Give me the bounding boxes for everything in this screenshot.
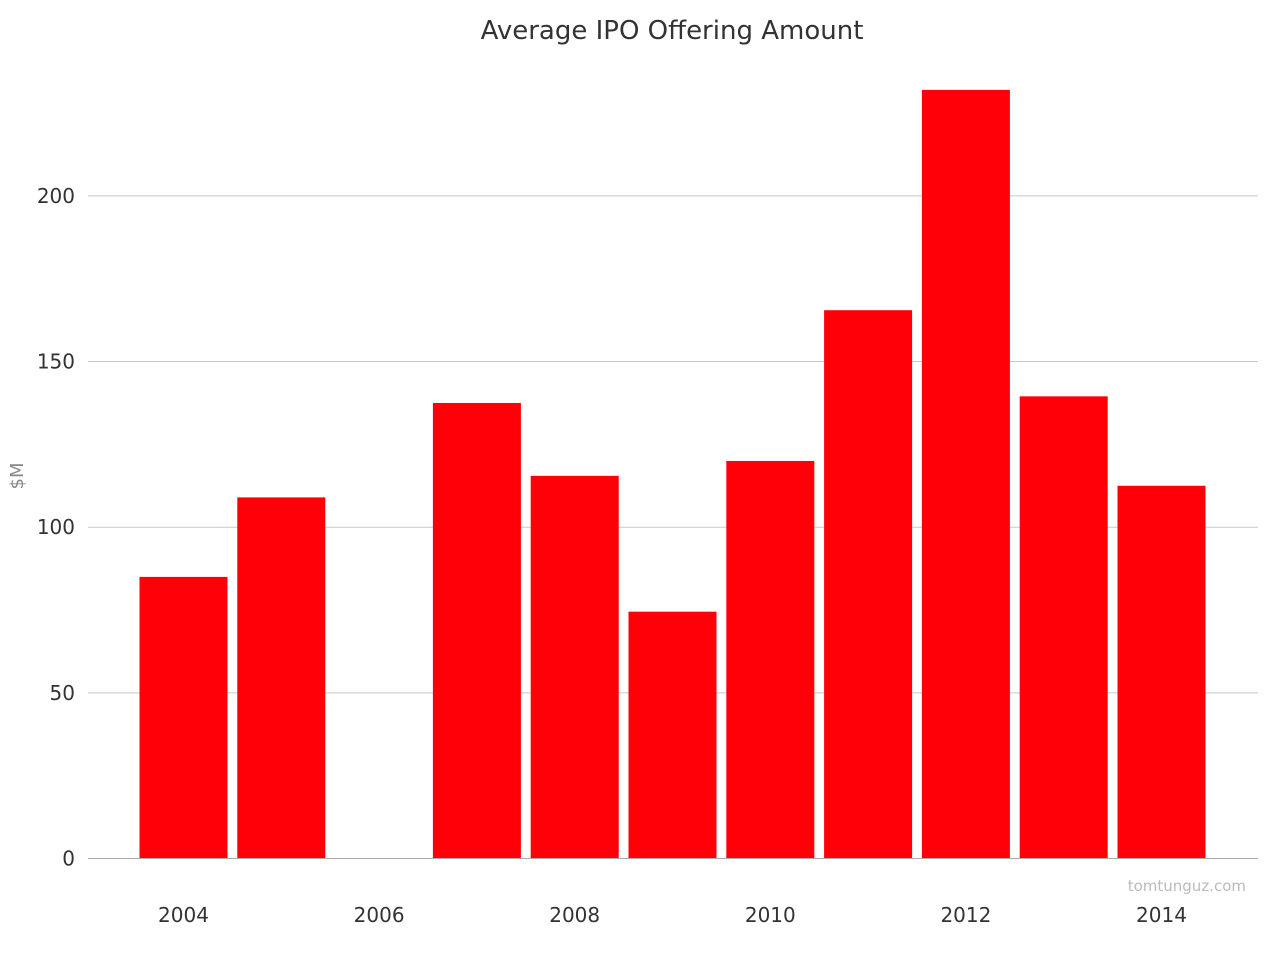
y-axis-label: $M <box>7 463 28 490</box>
x-tick-label: 2012 <box>940 903 991 927</box>
y-tick-label: 100 <box>37 515 75 539</box>
bar-2012 <box>921 89 1010 859</box>
source-credit: tomtunguz.com <box>1128 877 1246 895</box>
bar-2008 <box>530 475 619 859</box>
y-tick-label: 50 <box>50 681 75 705</box>
y-tick-label: 0 <box>62 847 75 871</box>
x-tick-label: 2004 <box>158 903 209 927</box>
bar-2005 <box>237 497 326 859</box>
x-tick-label: 2006 <box>354 903 405 927</box>
chart-title: Average IPO Offering Amount <box>481 16 864 46</box>
bar-2007 <box>432 402 521 859</box>
bar-2013 <box>1019 396 1108 859</box>
bar-2010 <box>726 460 815 859</box>
y-tick-labels: 0 50 100 150 200 <box>37 184 75 871</box>
bar-2004 <box>139 576 228 859</box>
y-tick-label: 150 <box>37 350 75 374</box>
bars <box>139 89 1206 859</box>
y-tick-label: 200 <box>37 184 75 208</box>
x-tick-label: 2010 <box>745 903 796 927</box>
bar-2009 <box>628 611 717 859</box>
x-tick-label: 2014 <box>1136 903 1187 927</box>
bar-2014 <box>1117 485 1206 859</box>
x-tick-labels: 2004 2006 2008 2010 2012 2014 <box>158 903 1187 927</box>
x-tick-label: 2008 <box>549 903 600 927</box>
bar-2011 <box>824 310 913 859</box>
